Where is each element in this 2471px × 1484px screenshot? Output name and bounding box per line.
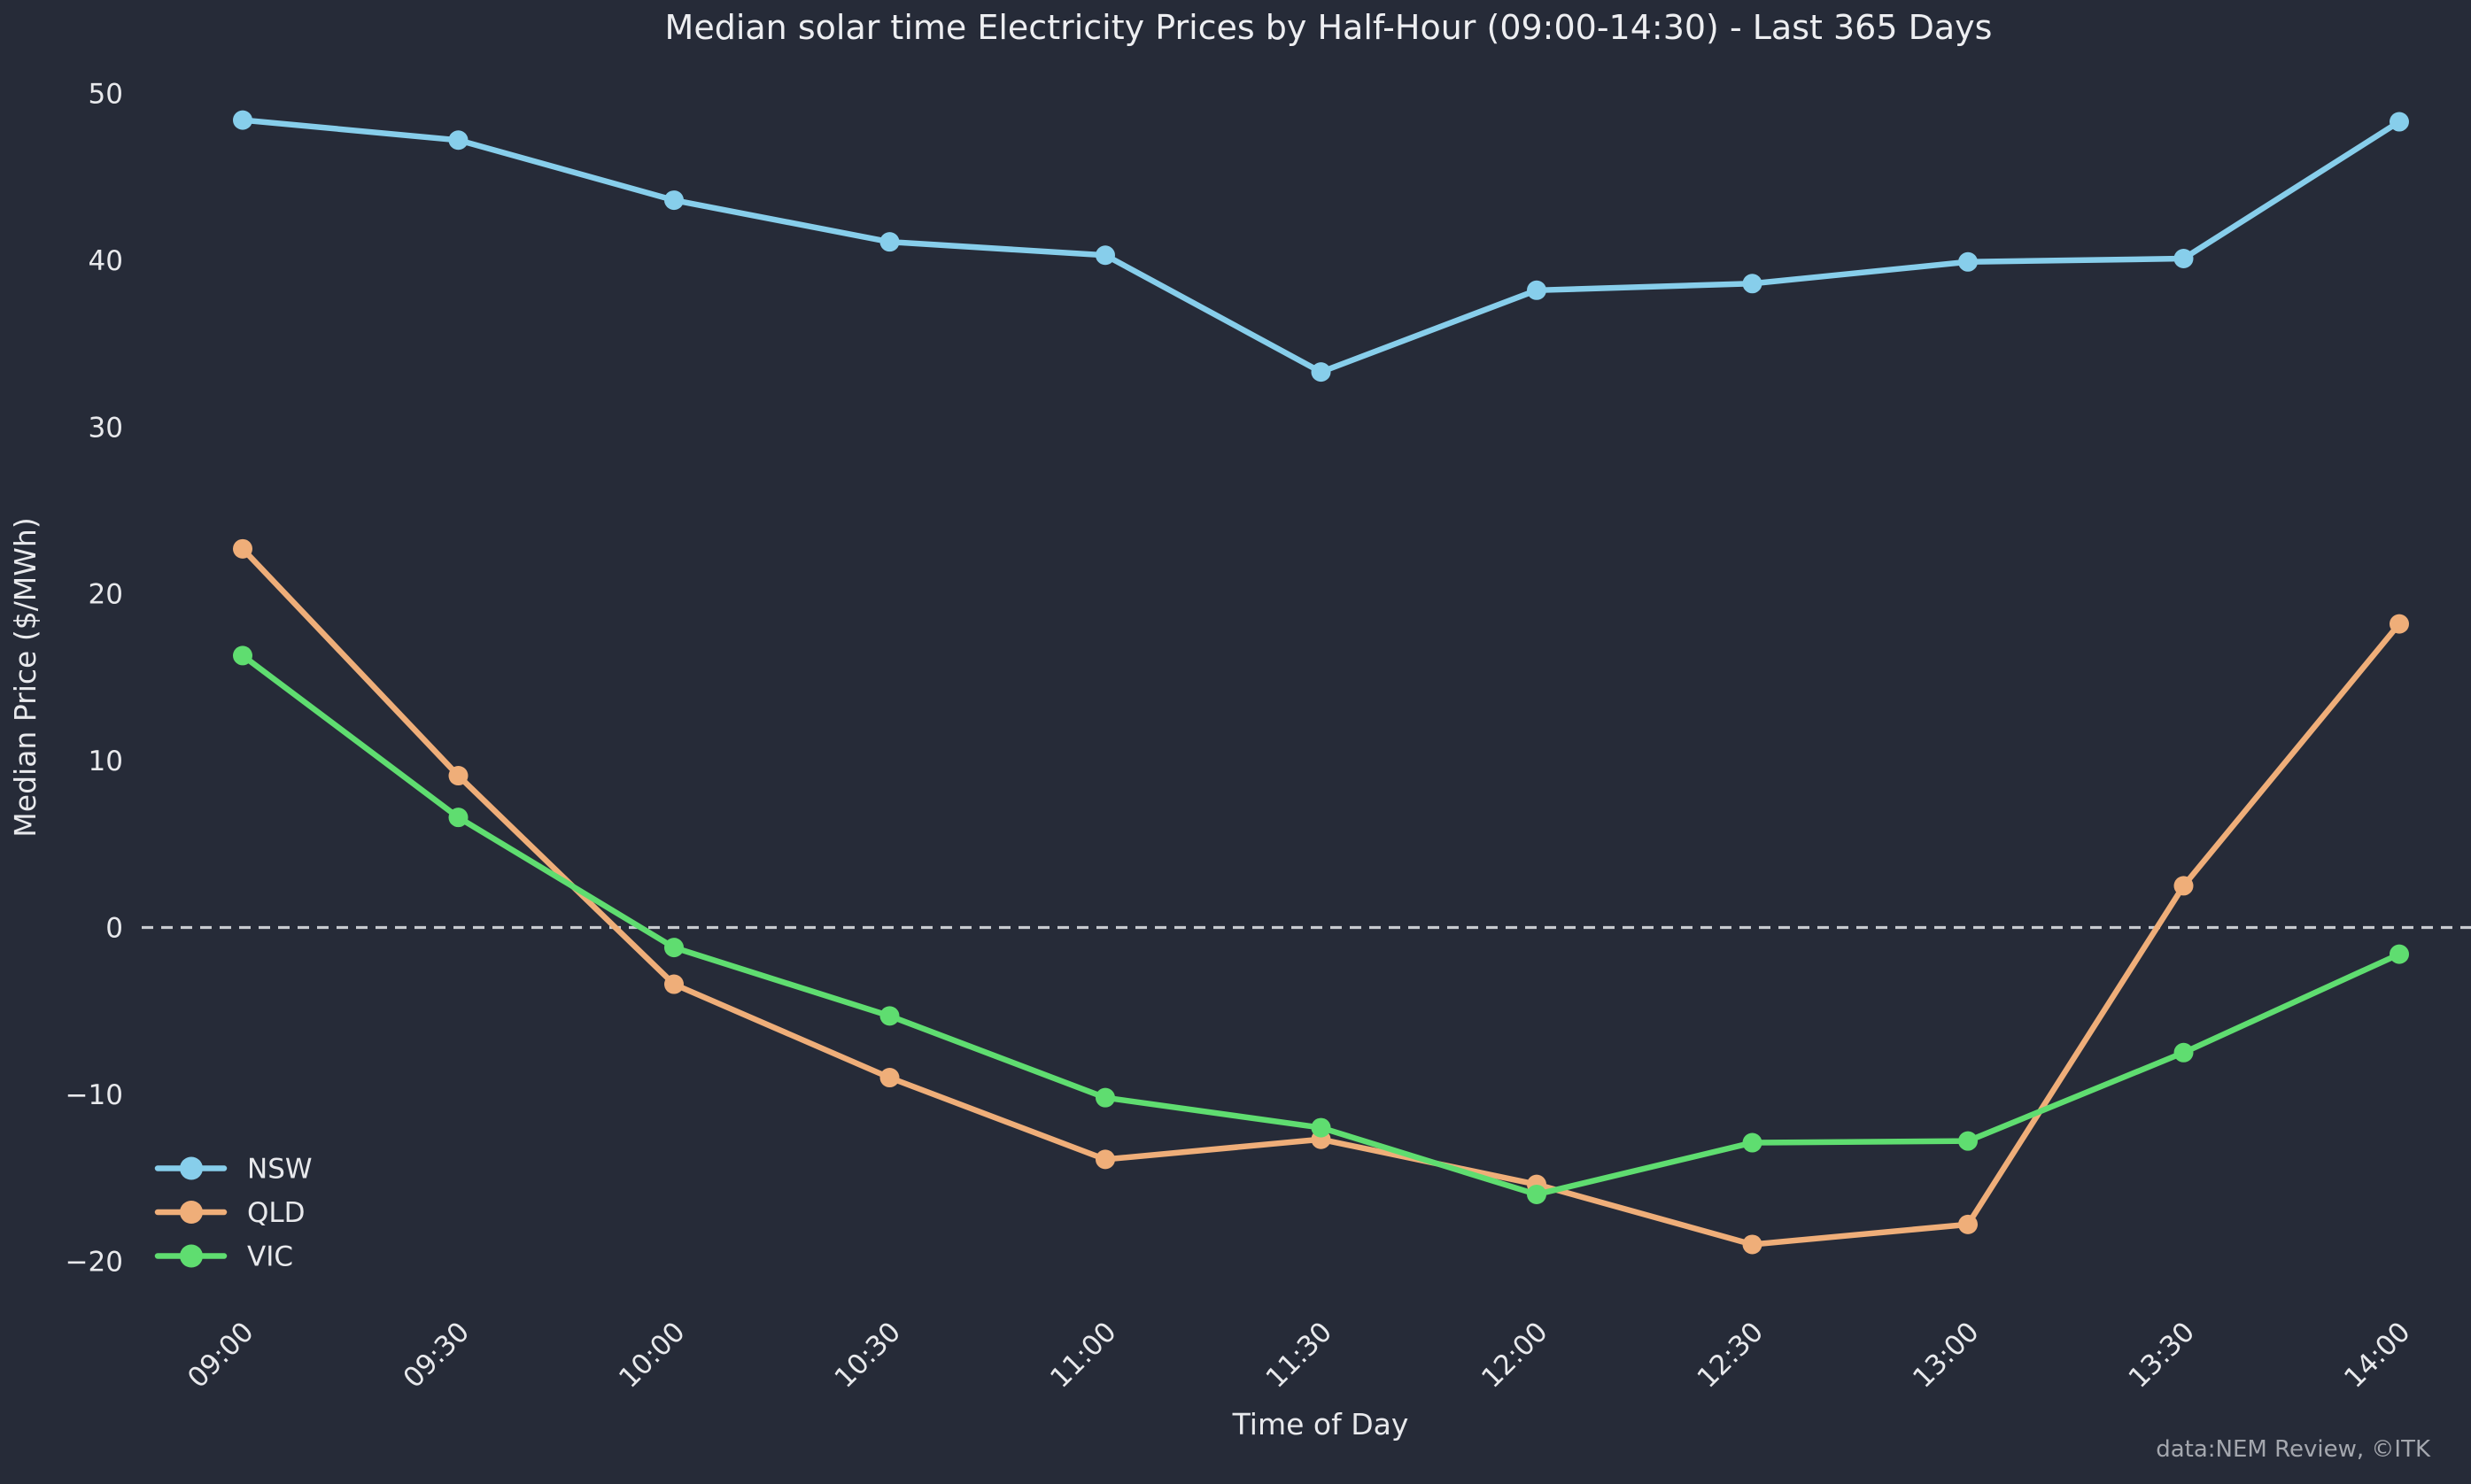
data-point (2390, 614, 2409, 634)
data-point (1958, 1214, 1978, 1234)
x-tick-label: 12:00 (1476, 1316, 1554, 1395)
y-tick-label: 40 (89, 245, 123, 277)
data-point (2173, 876, 2194, 896)
x-tick-label: 14:00 (2338, 1316, 2417, 1395)
data-point (233, 110, 252, 130)
series-line (239, 117, 2403, 375)
data-point (664, 938, 684, 958)
data-point (1742, 274, 1762, 294)
y-tick-label: 0 (105, 913, 123, 945)
y-axis-title: Median Price ($/MWh) (8, 517, 43, 837)
legend: NSW QLD VIC (154, 1154, 313, 1273)
data-point (664, 974, 684, 994)
data-point (2173, 1042, 2194, 1063)
x-tick-label: 13:30 (2123, 1316, 2202, 1395)
y-tick-label: −20 (66, 1246, 123, 1278)
legend-item-qld: QLD (154, 1197, 306, 1229)
x-tick-label: 10:00 (613, 1316, 692, 1395)
y-tick-label: 30 (89, 412, 123, 444)
series-nsw (233, 110, 2409, 383)
x-tick-label: 11:30 (1260, 1316, 1339, 1395)
data-point (1096, 245, 1115, 266)
attribution-text: data:NEM Review, ©ITK (2156, 1436, 2431, 1463)
x-tick-label: 11:00 (1044, 1316, 1123, 1395)
data-point (1958, 1131, 1978, 1151)
legend-label: NSW (247, 1154, 313, 1186)
legend-marker-icon (180, 1156, 203, 1180)
y-axis-tick-labels: 50 40 30 20 10 0 −10 −20 (66, 79, 123, 1279)
data-point (2390, 112, 2409, 132)
y-tick-label: 50 (89, 79, 123, 111)
data-point (2390, 944, 2409, 964)
x-tick-label: 09:30 (398, 1316, 476, 1395)
data-point (879, 1068, 900, 1088)
series-qld (233, 538, 2409, 1255)
y-tick-label: 10 (89, 746, 123, 777)
chart-title: Median solar time Electricity Prices by … (665, 8, 1993, 47)
data-point (1096, 1087, 1115, 1108)
data-point (1311, 1117, 1331, 1138)
y-tick-label: 20 (89, 579, 123, 611)
x-axis-title: Time of Day (1232, 1407, 1409, 1441)
data-point (879, 1006, 900, 1026)
legend-item-vic: VIC (154, 1241, 293, 1273)
x-axis-tick-labels: 09:00 09:30 10:00 10:30 11:00 11:30 12:00 12:30… (182, 1316, 2417, 1395)
data-point (1096, 1149, 1115, 1170)
data-point (664, 190, 684, 211)
data-point (233, 645, 252, 666)
legend-label: VIC (247, 1241, 293, 1273)
legend-marker-icon (180, 1201, 203, 1224)
data-point (1958, 251, 1978, 272)
legend-marker-icon (180, 1244, 203, 1268)
series-line (239, 653, 2403, 1198)
data-point (448, 766, 469, 786)
data-point (448, 808, 469, 828)
legend-item-nsw: NSW (154, 1154, 313, 1186)
x-tick-label: 10:30 (829, 1316, 908, 1395)
x-tick-label: 12:30 (1692, 1316, 1770, 1395)
data-point (1527, 280, 1546, 300)
data-point (879, 232, 900, 252)
data-point (1311, 362, 1331, 383)
series-vic (233, 645, 2409, 1204)
data-point (1742, 1234, 1762, 1255)
data-point (2173, 249, 2194, 269)
data-series (233, 110, 2409, 1255)
data-point (233, 538, 252, 559)
legend-label: QLD (247, 1197, 306, 1229)
data-point (448, 130, 469, 151)
y-tick-label: −10 (66, 1079, 123, 1111)
x-tick-label: 13:00 (1907, 1316, 1986, 1395)
data-point (1742, 1132, 1762, 1153)
data-point (1527, 1184, 1546, 1204)
x-tick-label: 09:00 (182, 1316, 260, 1395)
